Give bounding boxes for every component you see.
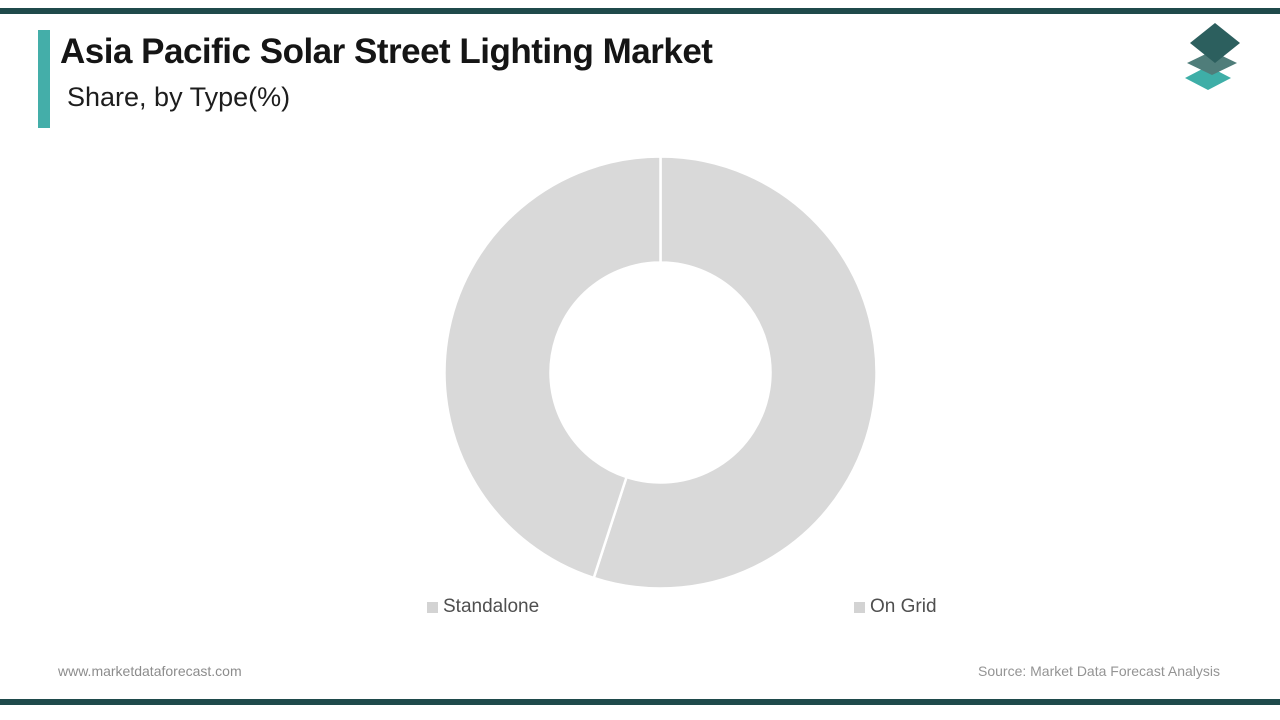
donut-slice-on-grid[interactable] <box>443 155 662 580</box>
title-accent-bar <box>38 30 50 128</box>
donut-chart <box>443 155 878 590</box>
legend-marker-standalone <box>427 601 438 613</box>
legend-label-on-grid: On Grid <box>870 596 937 617</box>
footer-source: Source: Market Data Forecast Analysis <box>978 663 1220 679</box>
legend-label-standalone: Standalone <box>443 596 540 617</box>
donut-slice-standalone[interactable] <box>592 155 878 590</box>
legend-item-standalone[interactable]: Standalone <box>427 596 539 618</box>
footer-website: www.marketdataforecast.com <box>58 663 242 679</box>
bottom-brand-bar <box>0 699 1280 705</box>
page-subtitle: Share, by Type(%) <box>67 82 291 112</box>
logo-bottom-layer <box>1185 66 1231 90</box>
legend-marker-on-grid <box>854 601 865 613</box>
logo-top-layer <box>1190 23 1240 63</box>
company-logo-layers-icon <box>1185 23 1240 90</box>
top-brand-bar <box>0 8 1280 14</box>
legend-item-on-grid[interactable]: On Grid <box>854 596 937 618</box>
page-title: Asia Pacific Solar Street Lighting Marke… <box>60 32 713 71</box>
logo-middle-layer <box>1187 51 1237 75</box>
